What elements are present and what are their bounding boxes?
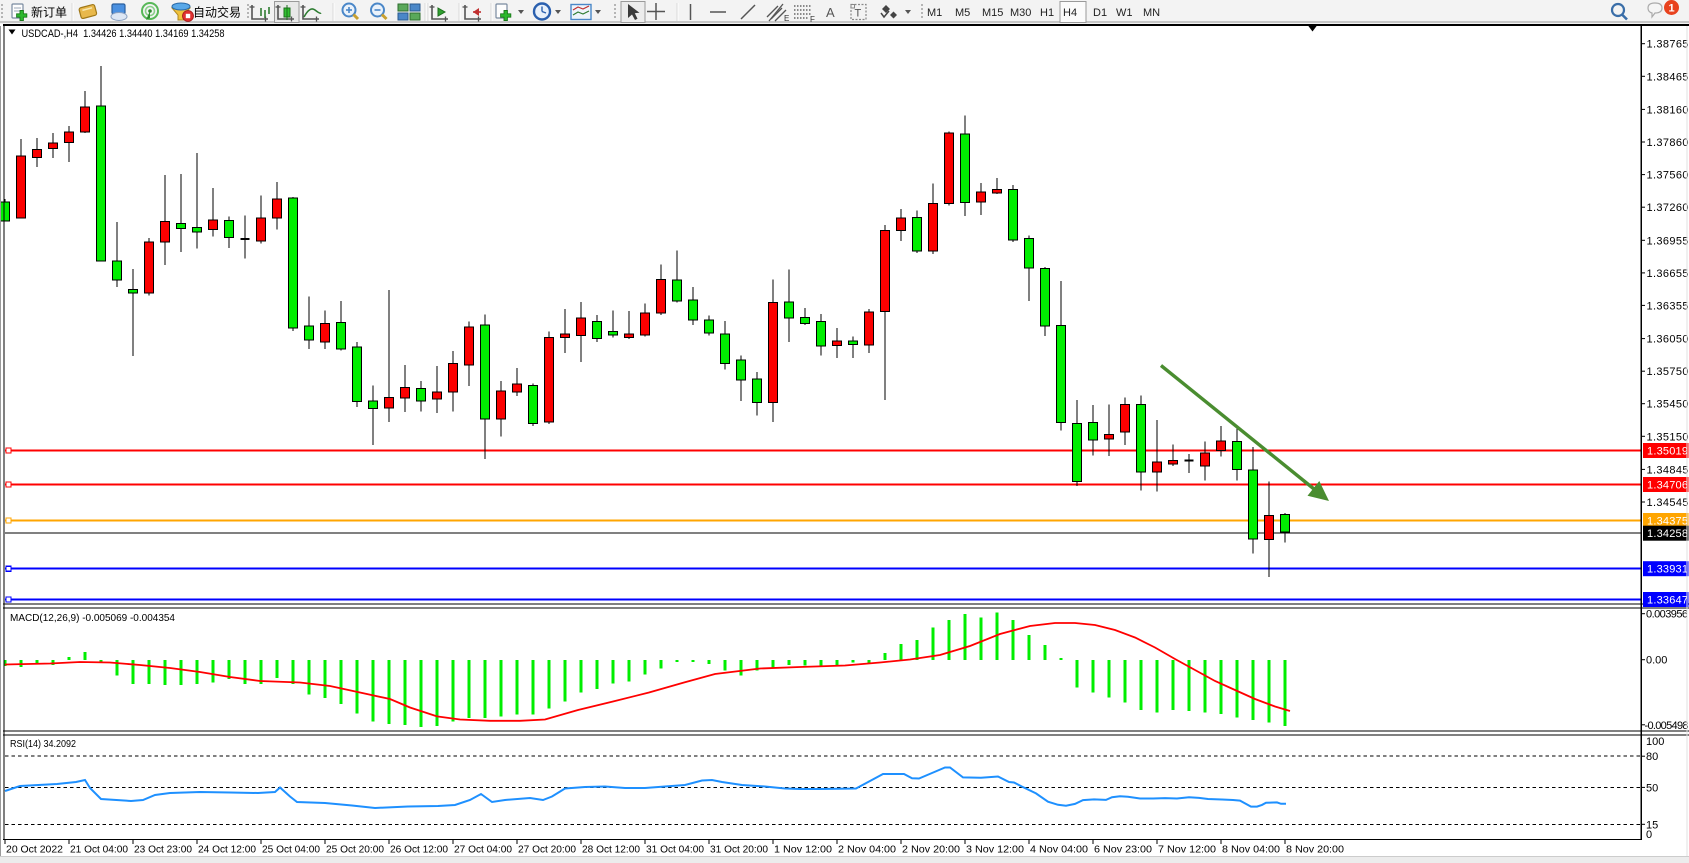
svg-text:1.35019: 1.35019 bbox=[1647, 446, 1688, 458]
svg-text:1.36050: 1.36050 bbox=[1647, 334, 1689, 346]
svg-text:D1: D1 bbox=[1093, 7, 1107, 19]
svg-text:1.34706: 1.34706 bbox=[1647, 480, 1688, 492]
svg-text:1.36955: 1.36955 bbox=[1647, 235, 1689, 247]
svg-text:1.33931: 1.33931 bbox=[1647, 564, 1688, 576]
svg-text:1: 1 bbox=[1669, 3, 1675, 15]
svg-text:1.37860: 1.37860 bbox=[1647, 137, 1689, 149]
svg-text:1.34545: 1.34545 bbox=[1647, 497, 1689, 509]
svg-text:RSI(14) 34.2092: RSI(14) 34.2092 bbox=[10, 739, 76, 750]
svg-text:W1: W1 bbox=[1116, 7, 1133, 19]
svg-text:80: 80 bbox=[1646, 751, 1658, 763]
svg-text:M15: M15 bbox=[982, 7, 1003, 19]
svg-text:1.37260: 1.37260 bbox=[1647, 202, 1689, 214]
svg-text:M5: M5 bbox=[955, 7, 970, 19]
svg-text:28 Oct 12:00: 28 Oct 12:00 bbox=[582, 844, 640, 856]
svg-text:M1: M1 bbox=[927, 7, 942, 19]
svg-text:E: E bbox=[784, 14, 789, 23]
svg-text:31 Oct 20:00: 31 Oct 20:00 bbox=[710, 844, 768, 856]
svg-text:27 Oct 04:00: 27 Oct 04:00 bbox=[454, 844, 512, 856]
svg-text:1.38160: 1.38160 bbox=[1647, 104, 1689, 116]
svg-text:USDCAD-,H4 1.34426 1.34440 1.: USDCAD-,H4 1.34426 1.34440 1.34169 1.342… bbox=[22, 28, 225, 40]
svg-text:15: 15 bbox=[1646, 819, 1658, 831]
svg-text:MN: MN bbox=[1143, 7, 1160, 19]
svg-text:7 Nov 12:00: 7 Nov 12:00 bbox=[1158, 844, 1216, 856]
svg-text:27 Oct 20:00: 27 Oct 20:00 bbox=[518, 844, 576, 856]
svg-text:50: 50 bbox=[1646, 782, 1658, 794]
svg-text:1.34375: 1.34375 bbox=[1647, 516, 1688, 528]
svg-text:6 Nov 23:00: 6 Nov 23:00 bbox=[1094, 844, 1152, 856]
svg-text:A: A bbox=[826, 5, 835, 20]
svg-text:31 Oct 04:00: 31 Oct 04:00 bbox=[646, 844, 704, 856]
svg-text:8 Nov 20:00: 8 Nov 20:00 bbox=[1286, 844, 1344, 856]
svg-text:1.34258: 1.34258 bbox=[1647, 528, 1688, 540]
svg-text:2 Nov 04:00: 2 Nov 04:00 bbox=[838, 844, 896, 856]
svg-text:1.38465: 1.38465 bbox=[1647, 71, 1689, 83]
svg-text:1.38765: 1.38765 bbox=[1647, 39, 1689, 51]
svg-text:21 Oct 04:00: 21 Oct 04:00 bbox=[70, 844, 128, 856]
svg-text:H1: H1 bbox=[1040, 7, 1054, 19]
svg-text:F: F bbox=[810, 15, 815, 24]
svg-text:100: 100 bbox=[1646, 736, 1664, 748]
svg-text:26 Oct 12:00: 26 Oct 12:00 bbox=[390, 844, 448, 856]
svg-text:MACD(12,26,9) -0.005069 -0.004: MACD(12,26,9) -0.005069 -0.004354 bbox=[10, 613, 175, 624]
svg-text:H4: H4 bbox=[1063, 7, 1077, 19]
svg-text:25 Oct 20:00: 25 Oct 20:00 bbox=[326, 844, 384, 856]
svg-text:1.35150: 1.35150 bbox=[1647, 431, 1689, 443]
svg-text:1.34845: 1.34845 bbox=[1647, 464, 1689, 476]
svg-text:20 Oct 2022: 20 Oct 2022 bbox=[6, 844, 63, 856]
svg-text:24 Oct 12:00: 24 Oct 12:00 bbox=[198, 844, 256, 856]
svg-text:0: 0 bbox=[1646, 829, 1652, 841]
svg-text:1.35750: 1.35750 bbox=[1647, 366, 1689, 378]
svg-text:1.36655: 1.36655 bbox=[1647, 268, 1689, 280]
svg-text:自动交易: 自动交易 bbox=[193, 5, 241, 20]
svg-text:新订单: 新订单 bbox=[31, 5, 67, 20]
svg-text:0.003956: 0.003956 bbox=[1646, 609, 1688, 621]
svg-text:1.36355: 1.36355 bbox=[1647, 300, 1689, 312]
svg-text:4 Nov 04:00: 4 Nov 04:00 bbox=[1030, 844, 1088, 856]
svg-text:1.33647: 1.33647 bbox=[1647, 595, 1688, 607]
svg-text:2 Nov 20:00: 2 Nov 20:00 bbox=[902, 844, 960, 856]
svg-text:M30: M30 bbox=[1010, 7, 1031, 19]
svg-text:23 Oct 23:00: 23 Oct 23:00 bbox=[134, 844, 192, 856]
svg-text:0.00: 0.00 bbox=[1646, 655, 1667, 667]
svg-text:1.37560: 1.37560 bbox=[1647, 170, 1689, 182]
svg-text:25 Oct 04:00: 25 Oct 04:00 bbox=[262, 844, 320, 856]
svg-text:1 Nov 12:00: 1 Nov 12:00 bbox=[774, 844, 832, 856]
svg-text:T: T bbox=[855, 8, 862, 20]
svg-text:1.35450: 1.35450 bbox=[1647, 399, 1689, 411]
svg-text:3 Nov 12:00: 3 Nov 12:00 bbox=[966, 844, 1024, 856]
svg-text:8 Nov 04:00: 8 Nov 04:00 bbox=[1222, 844, 1280, 856]
svg-text:-0.005498: -0.005498 bbox=[1645, 720, 1689, 732]
